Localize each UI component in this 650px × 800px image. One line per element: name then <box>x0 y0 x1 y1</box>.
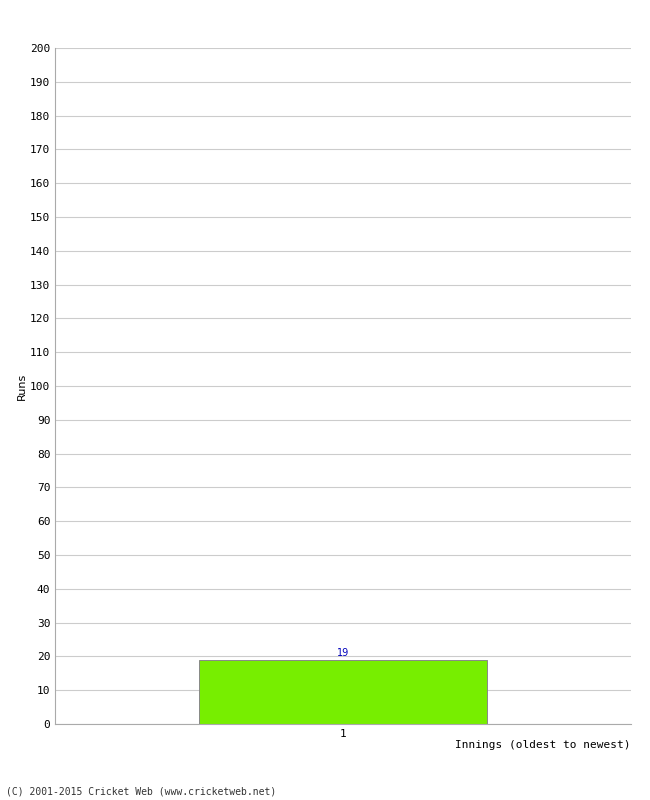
Text: (C) 2001-2015 Cricket Web (www.cricketweb.net): (C) 2001-2015 Cricket Web (www.cricketwe… <box>6 786 277 796</box>
Text: Innings (oldest to newest): Innings (oldest to newest) <box>455 740 630 750</box>
Bar <box>199 660 487 724</box>
Y-axis label: Runs: Runs <box>18 372 27 400</box>
Text: 19: 19 <box>337 648 349 658</box>
